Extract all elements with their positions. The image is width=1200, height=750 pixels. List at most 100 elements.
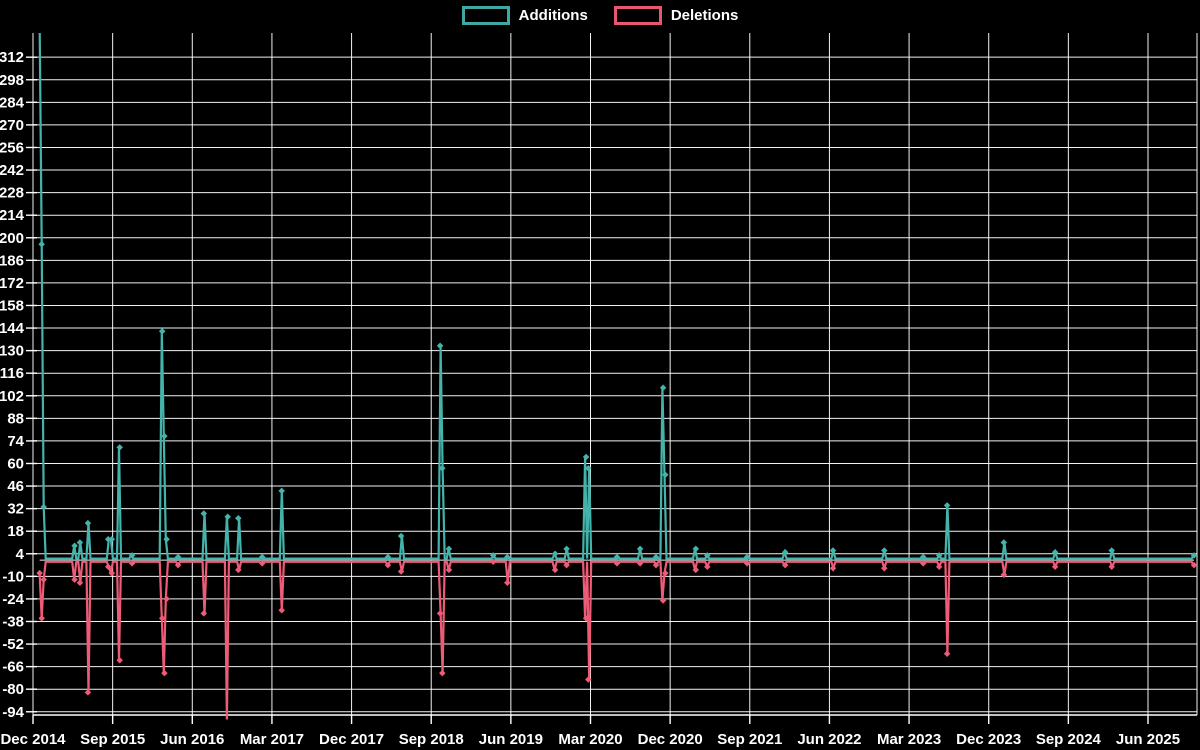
additions-point-marker [563, 545, 570, 553]
y-axis-tick-label: 270 [0, 117, 24, 134]
additions-point-marker [445, 545, 453, 553]
deletions-point-marker [163, 595, 170, 603]
legend-item-additions[interactable]: Additions [461, 6, 588, 25]
y-axis-tick-label: 46 [7, 478, 24, 495]
y-axis-tick-label: 158 [0, 297, 24, 314]
deletions-point-marker [174, 561, 182, 569]
x-axis-tick-label: Sep 2015 [80, 731, 145, 748]
additions-point-marker [1108, 547, 1115, 554]
deletions-point-marker [613, 560, 621, 567]
y-axis-tick-label: 102 [0, 388, 24, 405]
deletions-point-marker [704, 563, 711, 570]
deletions-point-marker [659, 597, 667, 604]
x-axis-tick-label: Dec 2017 [319, 731, 384, 748]
deletions-point-marker [38, 615, 45, 622]
additions-point-marker [174, 553, 182, 561]
y-axis-tick-label: 312 [0, 49, 24, 66]
y-axis-tick-label: 298 [0, 72, 24, 89]
deletions-point-marker [662, 569, 669, 577]
additions-point-marker [436, 342, 444, 350]
additions-point-marker [582, 453, 590, 461]
x-axis-tick-label: Jun 2016 [160, 731, 224, 748]
deletions-point-marker [116, 656, 123, 664]
deletions-point-marker [582, 615, 590, 622]
additions-point-marker [585, 465, 592, 472]
additions-point-marker [1190, 552, 1198, 559]
chart-legend: Additions Deletions [0, 6, 1200, 25]
additions-point-marker [935, 552, 943, 559]
y-axis-tick-label: 116 [0, 365, 24, 382]
additions-point-marker [163, 536, 170, 543]
y-axis-tick-label: 214 [0, 207, 25, 224]
x-axis-tick-label: Jun 2019 [479, 731, 543, 748]
y-axis-tick-label: 284 [0, 94, 25, 111]
deletions-point-marker [36, 569, 43, 577]
additions-point-marker [40, 503, 47, 511]
x-axis-tick-label: Sep 2024 [1036, 731, 1102, 748]
additions-point-marker [158, 328, 166, 335]
x-axis-tick-label: Sep 2018 [399, 731, 464, 748]
additions-point-marker [636, 545, 644, 553]
y-axis-tick-label: -38 [2, 613, 24, 630]
x-axis-tick-label: Mar 2017 [240, 731, 304, 748]
deletions-point-marker [919, 560, 927, 567]
additions-point-marker [278, 487, 285, 495]
additions-point-marker [108, 536, 116, 543]
deletions-point-marker [235, 566, 242, 574]
deletions-point-marker [943, 650, 951, 657]
additions-point-marker [161, 432, 168, 440]
deletions-legend-label: Deletions [670, 7, 739, 24]
deletions-point-marker [563, 561, 570, 569]
x-axis-tick-label: Sep 2021 [717, 731, 782, 748]
additions-legend-label: Additions [518, 7, 588, 24]
deletions-point-marker [40, 576, 47, 583]
additions-point-marker [397, 532, 405, 540]
x-axis-tick-label: Jun 2022 [797, 731, 861, 748]
y-axis-tick-label: 228 [0, 185, 24, 202]
additions-point-marker [881, 547, 888, 554]
y-axis-tick-label: 18 [7, 523, 24, 540]
y-axis-tick-label: 186 [0, 252, 24, 269]
additions-point-marker [613, 553, 621, 561]
deletions-point-marker [881, 565, 888, 572]
additions-point-marker [1000, 539, 1008, 546]
deletions-point-marker [158, 615, 166, 622]
additions-point-marker [38, 240, 45, 248]
x-axis-tick-label: Dec 2023 [956, 731, 1021, 748]
additions-point-marker [504, 553, 511, 561]
deletions-point-marker [278, 606, 285, 614]
additions-point-marker [652, 553, 660, 561]
y-axis-tick-label: 32 [7, 501, 24, 518]
deletions-point-marker [1000, 571, 1008, 578]
deletions-point-marker [439, 669, 446, 677]
y-axis-tick-label: 144 [0, 320, 25, 337]
legend-item-deletions[interactable]: Deletions [613, 6, 739, 25]
deletions-point-marker [104, 563, 112, 570]
x-axis-tick-label: Mar 2023 [877, 731, 941, 748]
additions-point-marker [743, 553, 751, 561]
y-axis-tick-label: 130 [0, 343, 24, 360]
deletions-point-marker [161, 669, 168, 677]
deletions-point-marker [781, 561, 789, 569]
additions-point-marker [258, 553, 266, 561]
additions-point-marker [919, 553, 927, 561]
additions-point-marker [439, 465, 446, 472]
additions-point-marker [781, 548, 789, 556]
y-axis-tick-label: 74 [7, 433, 24, 450]
additions-point-marker [76, 539, 84, 546]
additions-point-marker [692, 545, 700, 553]
deletions-point-marker [551, 566, 559, 574]
y-axis-tick-label: -66 [2, 659, 24, 676]
y-axis-tick-label: 88 [7, 410, 24, 427]
additions-point-marker [659, 384, 667, 391]
deletions-point-marker [1051, 563, 1059, 570]
additions-point-marker [489, 552, 497, 559]
y-axis-tick-label: 256 [0, 139, 24, 156]
additions-point-marker [128, 552, 136, 559]
deletions-point-marker [585, 676, 592, 683]
additions-point-marker [224, 513, 231, 520]
deletions-point-marker [935, 563, 943, 570]
x-axis-tick-label: Mar 2020 [558, 731, 622, 748]
